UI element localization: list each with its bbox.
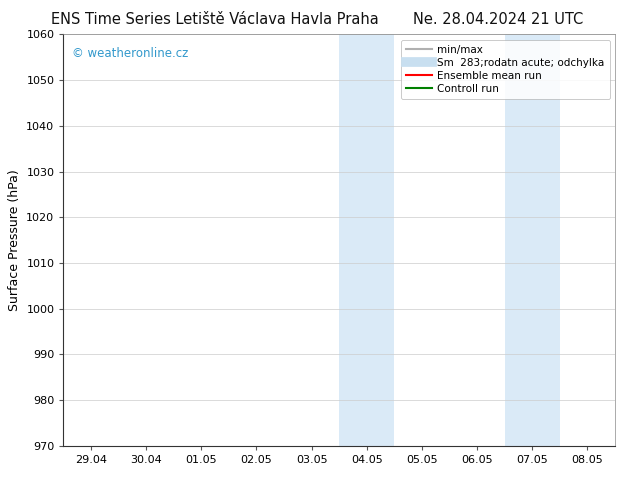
Bar xyxy=(505,34,560,446)
Bar xyxy=(339,34,394,446)
Legend: min/max, Sm  283;rodatn acute; odchylka, Ensemble mean run, Controll run: min/max, Sm 283;rodatn acute; odchylka, … xyxy=(401,40,610,99)
Text: © weatheronline.cz: © weatheronline.cz xyxy=(72,47,188,60)
Text: Ne. 28.04.2024 21 UTC: Ne. 28.04.2024 21 UTC xyxy=(413,12,583,27)
Text: ENS Time Series Letiště Václava Havla Praha: ENS Time Series Letiště Václava Havla Pr… xyxy=(51,12,378,27)
Y-axis label: Surface Pressure (hPa): Surface Pressure (hPa) xyxy=(8,169,21,311)
